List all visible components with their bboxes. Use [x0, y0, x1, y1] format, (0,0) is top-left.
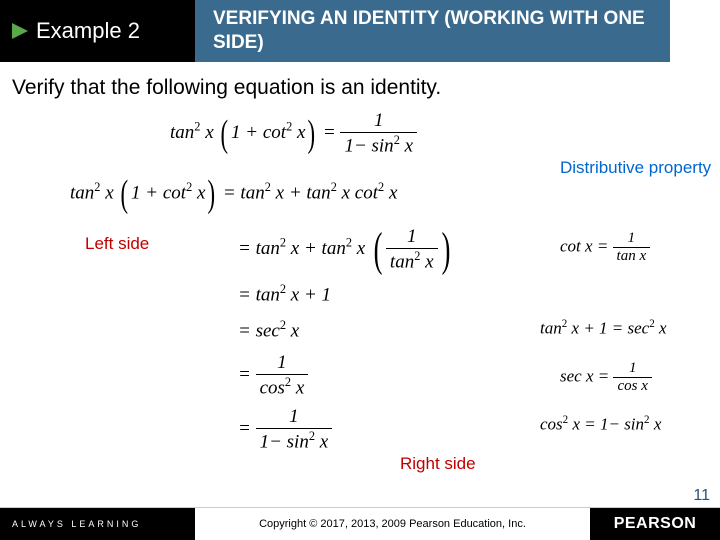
aside-pythag-identity: tan2 x + 1 = sec2 x — [540, 318, 667, 339]
step-5: = 1 cos2 x — [238, 352, 308, 399]
copyright-text: Copyright © 2017, 2013, 2009 Pearson Edu… — [195, 518, 590, 530]
aside-cot-identity: cot x = 1 tan x — [560, 230, 650, 265]
math-content: tan2 x (1 + cot2 x) = 1 1− sin2 x tan2 x… — [0, 104, 720, 504]
step-4: = sec2 x — [238, 318, 299, 342]
example-label-block: Example 2 — [0, 0, 195, 62]
slide-header: Example 2 VERIFYING AN IDENTITY (WORKING… — [0, 0, 720, 62]
distributive-note: Distributive property — [560, 159, 711, 178]
pearson-logo: PEARSON — [590, 508, 720, 540]
right-side-label: Right side — [400, 454, 476, 474]
slide-title: VERIFYING AN IDENTITY (WORKING WITH ONE … — [195, 0, 670, 62]
aside-cos-identity: cos2 x = 1− sin2 x — [540, 414, 661, 435]
aside-sec-identity: sec x = 1 cos x — [560, 360, 652, 395]
example-number: Example 2 — [36, 18, 140, 44]
play-triangle-icon — [10, 21, 30, 41]
step-3: = tan2 x + 1 — [238, 282, 331, 306]
step-1: tan2 x (1 + cot2 x) = tan2 x + tan2 x co… — [70, 172, 397, 216]
step-2: = tan2 x + tan2 x ( 1 tan2 x ) — [238, 222, 454, 277]
footer: ALWAYS LEARNING Copyright © 2017, 2013, … — [0, 508, 720, 540]
step-6: = 1 1− sin2 x — [238, 406, 332, 453]
left-side-label: Left side — [85, 234, 149, 254]
instruction-text: Verify that the following equation is an… — [12, 76, 708, 100]
page-number: 11 — [693, 487, 710, 505]
main-equation: tan2 x (1 + cot2 x) = 1 1− sin2 x — [170, 110, 417, 157]
footer-tagline: ALWAYS LEARNING — [0, 508, 195, 540]
